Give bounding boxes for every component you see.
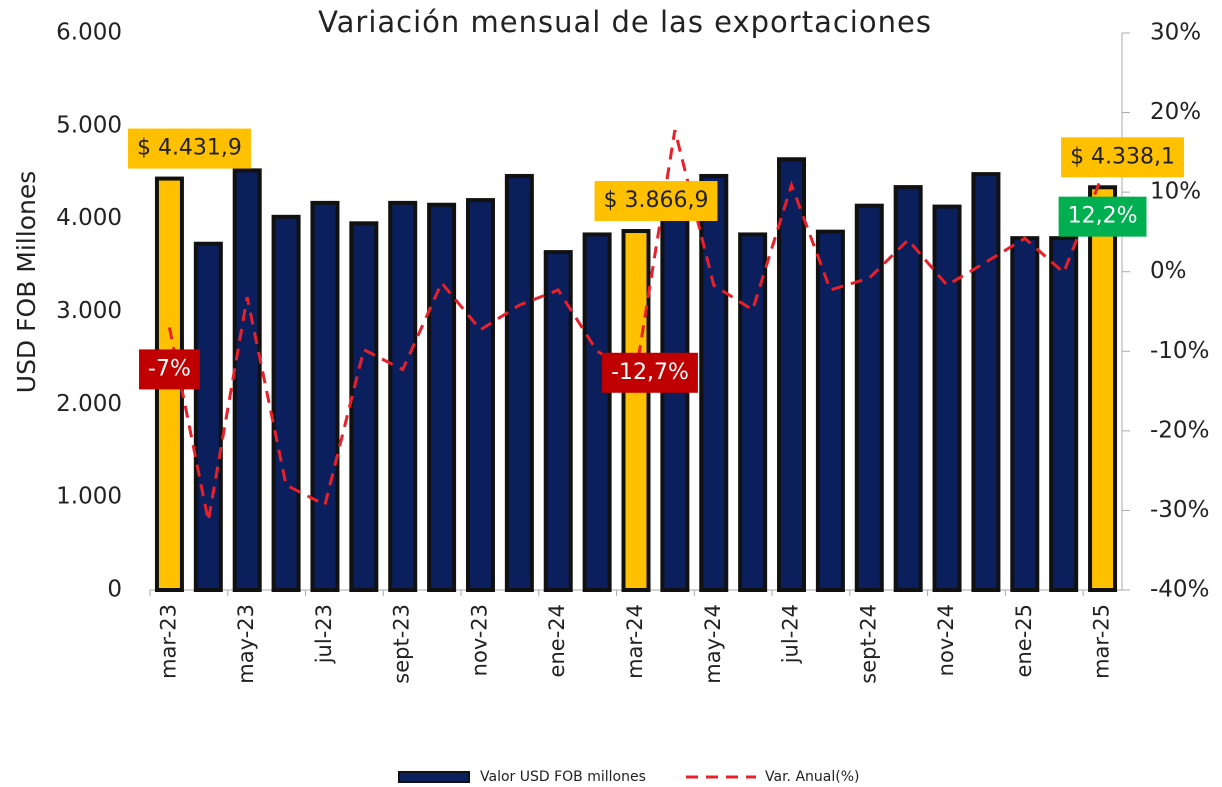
bar [543,250,573,592]
bar-value-label-text: $ 4.431,9 [137,136,242,161]
bar-value-label-text: $ 4.338,1 [1070,144,1175,169]
x-tick-label: nov-23 [467,604,491,676]
chart-title: Variación mensual de las exportaciones [318,5,932,39]
bar [582,232,612,592]
y-tick-label: 4.000 [56,205,122,231]
y-axis-label: USD FOB Millones [12,171,41,393]
y-tick-label: 0 [107,577,122,603]
legend-swatch [398,771,470,783]
bar [971,172,1001,593]
bar [777,157,807,592]
x-tick-label: nov-24 [934,604,958,676]
bar-value-label-bg [1061,137,1185,178]
x-tick-label: mar-24 [623,604,647,679]
y2-tick-label: -40% [1150,577,1209,603]
x-tick-label: may-23 [234,604,258,684]
bar-value-label-bg [127,128,251,169]
y2-tick-label: -30% [1150,497,1209,523]
y-tick-label: 6.000 [56,20,122,46]
bar [193,241,223,593]
y2-tick-label: -20% [1150,417,1209,443]
legend-label: Valor USD FOB millones [480,769,646,785]
line-value-label-bg [602,352,698,393]
bar [932,204,962,592]
bar [349,221,379,593]
bar-value-label-text: $ 3.866,9 [604,188,709,213]
bar [699,173,729,592]
bar [310,200,340,592]
bar [738,232,768,592]
line-value-label-text: -7% [148,356,191,381]
bar [1088,185,1118,592]
line-value-label-text: -12,7% [611,360,689,385]
x-tick-label: mar-25 [1090,604,1114,679]
x-tick-label: ene-24 [545,604,569,677]
y2-tick-label: 0% [1150,258,1187,284]
bar [893,185,923,592]
y-tick-label: 3.000 [56,298,122,324]
y2-tick-label: 30% [1150,20,1201,46]
line-value-label-bg [1058,196,1147,237]
y-tick-label: 1.000 [56,484,122,510]
y2-tick-label: -10% [1150,338,1209,364]
bar [271,214,301,592]
x-tick-label: jul-23 [312,604,336,664]
legend-label: Var. Anual(%) [765,769,859,785]
x-tick-label: may-24 [701,604,725,684]
y-tick-label: 2.000 [56,391,122,417]
x-tick-label: jul-24 [779,604,803,664]
x-tick-label: ene-25 [1012,604,1036,677]
bar [1049,236,1079,593]
x-tick-label: mar-23 [156,604,180,679]
bar [1010,236,1040,593]
y2-tick-label: 10% [1150,179,1201,205]
line-value-label-bg [139,349,200,390]
bar [465,198,495,592]
bar [621,229,651,592]
bar [504,173,534,592]
x-tick-label: sept-23 [390,604,414,684]
y2-tick-label: 20% [1150,99,1201,125]
line-value-label-text: 12,2% [1068,204,1138,229]
bar [854,203,884,592]
x-tick-label: sept-24 [856,604,880,684]
bar [388,200,418,592]
y-tick-label: 5.000 [56,112,122,138]
bar [427,202,457,592]
bar-value-label-bg [594,181,718,222]
bar [815,229,845,592]
bar [232,168,262,592]
